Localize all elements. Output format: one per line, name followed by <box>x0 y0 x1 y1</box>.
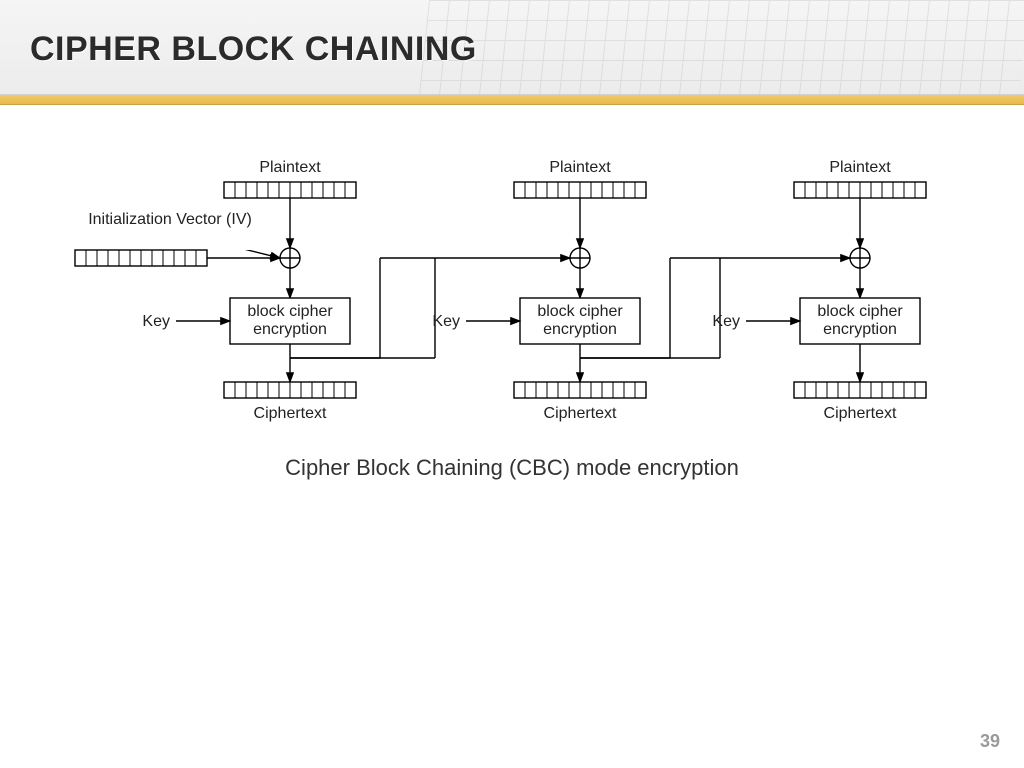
svg-text:block cipher: block cipher <box>537 303 623 320</box>
svg-text:Key: Key <box>712 313 740 330</box>
svg-text:Key: Key <box>142 313 170 330</box>
svg-text:block cipher: block cipher <box>247 303 333 320</box>
cbc-diagram: Plaintextblock cipherencryptionCiphertex… <box>0 150 1024 550</box>
svg-text:Key: Key <box>432 313 460 330</box>
svg-text:Ciphertext: Ciphertext <box>824 405 897 422</box>
svg-text:Plaintext: Plaintext <box>549 159 611 176</box>
slide-header: CIPHER BLOCK CHAINING <box>0 0 1024 95</box>
svg-text:Plaintext: Plaintext <box>829 159 891 176</box>
svg-text:Initialization Vector (IV): Initialization Vector (IV) <box>88 211 252 228</box>
svg-text:encryption: encryption <box>253 321 327 338</box>
header-grid-decoration <box>419 0 1024 95</box>
svg-text:Ciphertext: Ciphertext <box>544 405 617 422</box>
page-title: CIPHER BLOCK CHAINING <box>30 30 477 69</box>
accent-bar <box>0 95 1024 105</box>
svg-text:encryption: encryption <box>823 321 897 338</box>
svg-text:Plaintext: Plaintext <box>259 159 321 176</box>
diagram-caption: Cipher Block Chaining (CBC) mode encrypt… <box>0 455 1024 481</box>
svg-text:block cipher: block cipher <box>817 303 903 320</box>
svg-text:Ciphertext: Ciphertext <box>254 405 327 422</box>
svg-text:encryption: encryption <box>543 321 617 338</box>
page-number: 39 <box>980 731 1000 752</box>
